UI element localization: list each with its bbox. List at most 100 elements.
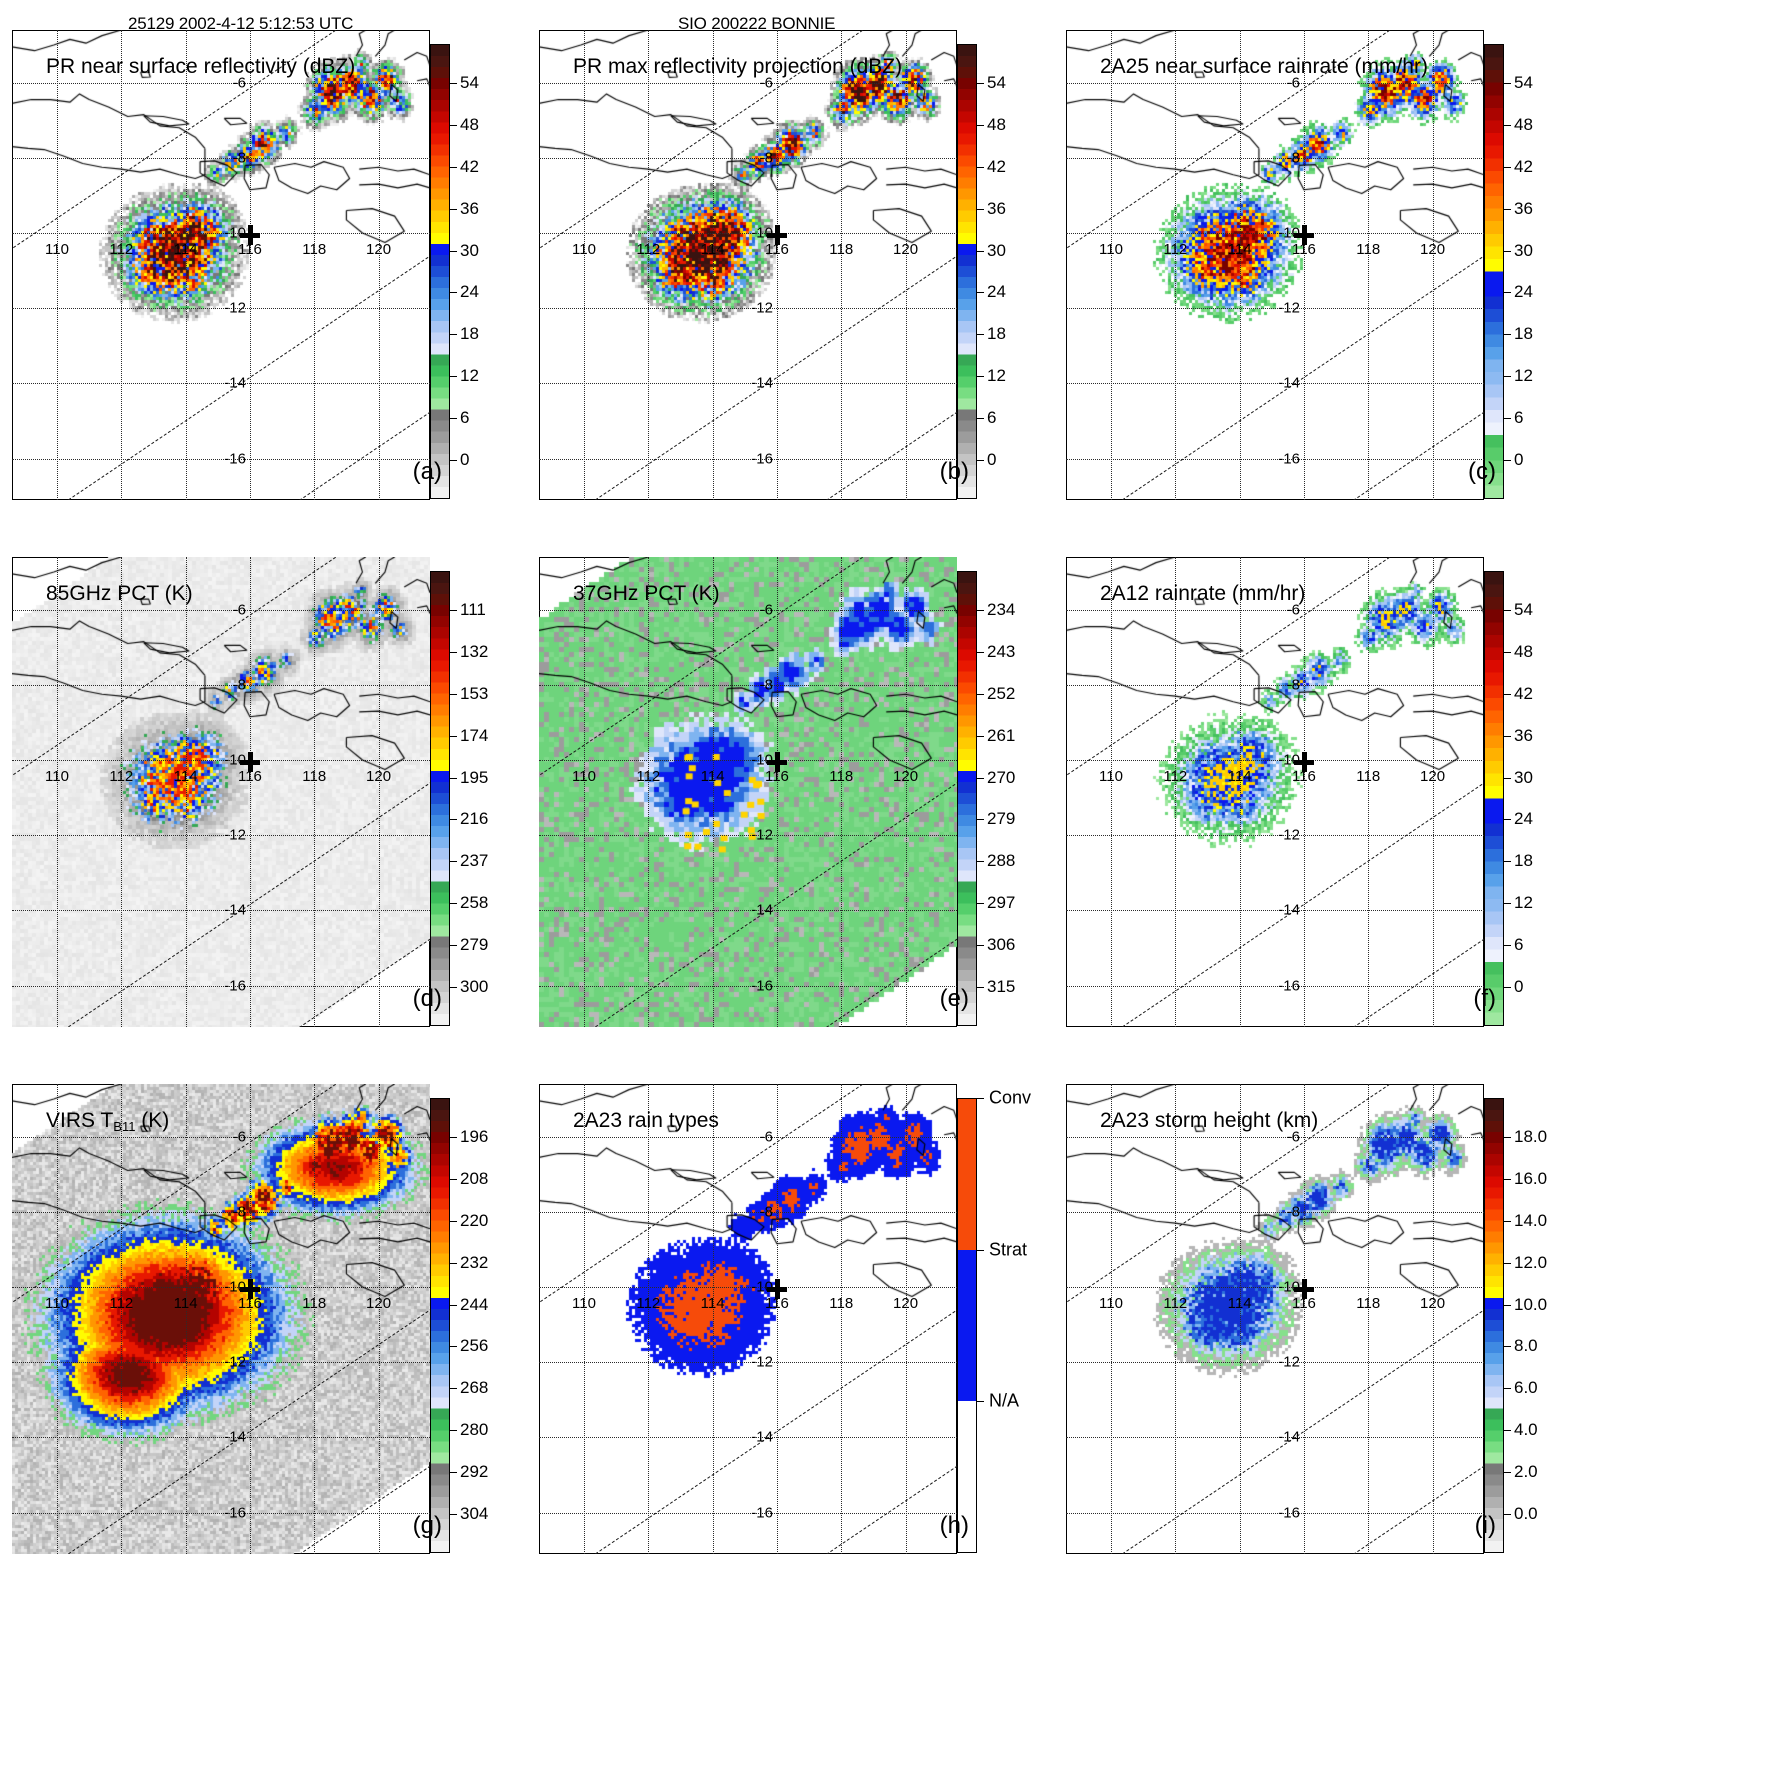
gridline-lon — [249, 30, 251, 500]
gridline-lat — [539, 609, 957, 611]
colorbar-tick-label: 292 — [460, 1462, 489, 1481]
lon-tick-label: 120 — [1420, 240, 1446, 258]
gridline-lon — [1175, 557, 1177, 1027]
panel-letter: (e) — [939, 985, 969, 1012]
center-cross-marker — [1293, 751, 1314, 772]
header-right-label: SIO 200222 BONNIE — [678, 14, 836, 33]
gridline-lon — [1303, 557, 1305, 1027]
colorbar-tick-label: 208 — [460, 1168, 489, 1188]
colorbar-tick-mark — [450, 292, 457, 294]
colorbar-tick-label: 6 — [460, 408, 470, 427]
colorbar-gradient — [957, 571, 977, 1026]
colorbar-tick-mark — [1504, 610, 1511, 612]
panel-c: 110 112 114 116 118 120 -6 -8 -10 -12 -14 -16 2A25 n… — [1066, 30, 1536, 500]
colorbar-ticks: 196 208 220 232 244 256 268 280 292 304 — [450, 1098, 488, 1553]
colorbar-tick-label: 54 — [987, 73, 1006, 93]
colorbar-tick-mark — [450, 1346, 457, 1348]
lon-tick-label: 120 — [893, 767, 919, 785]
lon-tick-label: 120 — [366, 1294, 392, 1312]
colorbar-tick-mark — [1504, 986, 1511, 988]
gridline-lon — [712, 30, 714, 500]
colorbar-tick-label: 244 — [460, 1294, 489, 1314]
lon-tick-label: 112 — [636, 1294, 661, 1312]
gridline-lat — [539, 383, 957, 385]
gridline-lon — [314, 557, 316, 1027]
gridline-lat — [12, 233, 430, 235]
colorbar-tick-mark — [977, 1249, 984, 1251]
gridline-lat — [12, 1136, 430, 1138]
colorbar-tick-mark — [1504, 334, 1511, 336]
panel-f: 110 112 114 116 118 120 -6 -8 -10 -12 -14 -16 2A12 r… — [1066, 557, 1536, 1027]
panel-title: 2A23 storm height (km) — [1100, 1109, 1319, 1132]
colorbar-tick-mark — [450, 777, 457, 779]
colorbar-tick-label: 280 — [460, 1420, 489, 1440]
gridline-lon — [249, 1084, 251, 1554]
gridline-lat — [1066, 835, 1484, 837]
colorbar-tick-mark — [450, 1137, 457, 1139]
lon-tick-label: 112 — [1163, 240, 1188, 258]
colorbar-tick-label: 24 — [1514, 282, 1533, 302]
colorbar-tick-label: 270 — [987, 767, 1016, 787]
gridline-lon — [378, 1084, 380, 1554]
colorbar-tick-label: 0.0 — [1514, 1503, 1538, 1523]
plot-area: 110 112 114 116 118 120 -6 -8 -10 -12 -14 -16 — [12, 1084, 430, 1554]
lat-tick-label: -8 — [759, 676, 773, 694]
gridline-lon — [905, 1084, 907, 1554]
colorbar-tick-label: 48 — [1514, 114, 1533, 134]
colorbar-tick-mark — [450, 735, 457, 737]
colorbar-tick-mark — [1504, 1430, 1511, 1432]
lat-tick-label: -8 — [1286, 676, 1300, 694]
lon-tick-label: 120 — [366, 240, 392, 258]
lon-tick-label: 118 — [829, 767, 854, 785]
colorbar-tick-mark — [977, 1098, 984, 1099]
gridline-lon — [378, 557, 380, 1027]
lon-tick-label: 112 — [109, 767, 134, 785]
lon-tick-label: 110 — [1099, 767, 1123, 785]
colorbar-tick-label: 132 — [460, 641, 489, 661]
colorbar-tick-label: 54 — [460, 73, 479, 93]
lat-tick-label: -8 — [232, 149, 246, 167]
colorbar-tick-mark — [977, 250, 984, 252]
colorbar-tick-label: 18 — [1514, 851, 1533, 871]
lon-tick-label: 114 — [173, 767, 198, 785]
colorbar-gradient — [957, 1098, 977, 1553]
colorbar-tick-label: 24 — [1514, 809, 1533, 829]
colorbar-gradient — [1484, 571, 1504, 1026]
lon-tick-label: 114 — [1227, 767, 1252, 785]
colorbar-tick-label: 10.0 — [1514, 1294, 1548, 1314]
colorbar-tick-label: 111 — [460, 600, 486, 620]
colorbar-tick-mark — [450, 334, 457, 336]
gridline-lon — [1111, 30, 1112, 500]
colorbar-tick-mark — [977, 735, 984, 737]
gridline-lon — [121, 30, 123, 500]
colorbar-tick-mark — [977, 124, 984, 126]
panel-title: 2A25 near surface rainrate (mm/hr) — [1100, 55, 1428, 78]
gridline-lat — [539, 1437, 957, 1439]
colorbar-tick-mark — [1504, 735, 1511, 737]
panel-title: PR max reflectivity projection (dBZ) — [573, 55, 903, 78]
colorbar: 54 48 42 36 30 24 18 12 6 0 — [430, 44, 482, 499]
lat-tick-label: -12 — [1278, 826, 1300, 844]
colorbar-tick-mark — [450, 1220, 457, 1222]
lon-tick-label: 110 — [1099, 1294, 1123, 1312]
center-cross-marker — [239, 751, 260, 772]
lat-tick-label: -14 — [1278, 901, 1300, 919]
lat-tick-label: -14 — [224, 901, 246, 919]
lon-tick-label: 118 — [1356, 1294, 1381, 1312]
colorbar-tick-label: 234 — [987, 600, 1016, 620]
panel-letter: (c) — [1468, 458, 1496, 485]
lon-tick-label: 114 — [1227, 240, 1252, 258]
colorbar-tick-mark — [1504, 1472, 1511, 1473]
colorbar-tick-mark — [450, 83, 457, 85]
colorbar-tick-mark — [1504, 83, 1511, 85]
gridline-lat — [1066, 157, 1484, 159]
colorbar-gradient — [430, 571, 450, 1026]
colorbar-ticks: 54 48 42 36 30 24 18 12 6 0 — [1504, 571, 1536, 1026]
lat-tick-label: -12 — [751, 299, 773, 317]
colorbar-tick-label: 30 — [1514, 240, 1533, 260]
plot-area: 110 112 114 116 118 120 -6 -8 -10 -12 -14 -16 — [12, 557, 430, 1027]
lat-tick-label: -12 — [1278, 299, 1300, 317]
center-cross-marker — [766, 1278, 787, 1299]
colorbar-tick-label: 36 — [1514, 198, 1533, 218]
center-cross-marker — [1293, 1278, 1314, 1299]
